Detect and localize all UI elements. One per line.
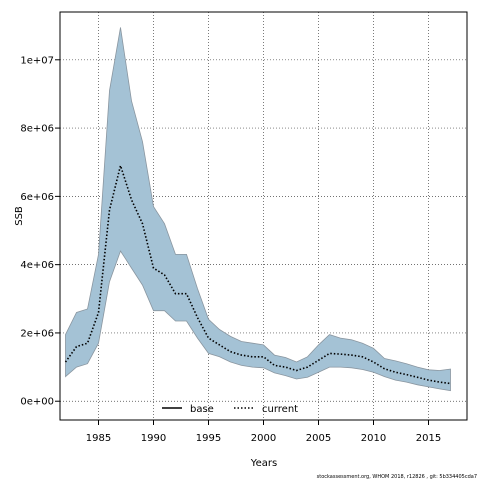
footer-credit: stockassessment.org, WHOM 2018, r12826 ,… bbox=[317, 474, 477, 480]
y-tick-label: 0e+00 bbox=[20, 397, 54, 408]
x-tick-label: 2015 bbox=[416, 433, 441, 444]
y-axis-title: SSB bbox=[14, 206, 25, 226]
x-tick-label: 1995 bbox=[196, 433, 221, 444]
y-tick-label: 4e+06 bbox=[20, 260, 54, 271]
x-tick-label: 1990 bbox=[141, 433, 166, 444]
x-tick-label: 1985 bbox=[86, 433, 111, 444]
y-tick-label: 1e+07 bbox=[20, 55, 54, 66]
legend-label-current: current bbox=[262, 404, 298, 415]
x-axis: 1985 1990 1995 2000 2005 2010 2015 bbox=[86, 420, 441, 444]
series-line-current bbox=[64, 162, 451, 385]
y-tick-label: 8e+06 bbox=[20, 124, 54, 135]
confidence-band bbox=[65, 27, 451, 392]
x-tick-label: 2010 bbox=[361, 433, 386, 444]
y-axis: 0e+00 2e+06 4e+06 6e+06 8e+06 1e+07 bbox=[20, 55, 60, 408]
y-tick-label: 2e+06 bbox=[20, 328, 54, 339]
x-tick-label: 2000 bbox=[251, 433, 276, 444]
legend-label-base: base bbox=[190, 404, 214, 415]
x-tick-label: 2005 bbox=[306, 433, 331, 444]
legend: base current bbox=[162, 404, 298, 415]
y-tick-label: 6e+06 bbox=[20, 192, 54, 203]
x-axis-title: Years bbox=[250, 458, 277, 469]
